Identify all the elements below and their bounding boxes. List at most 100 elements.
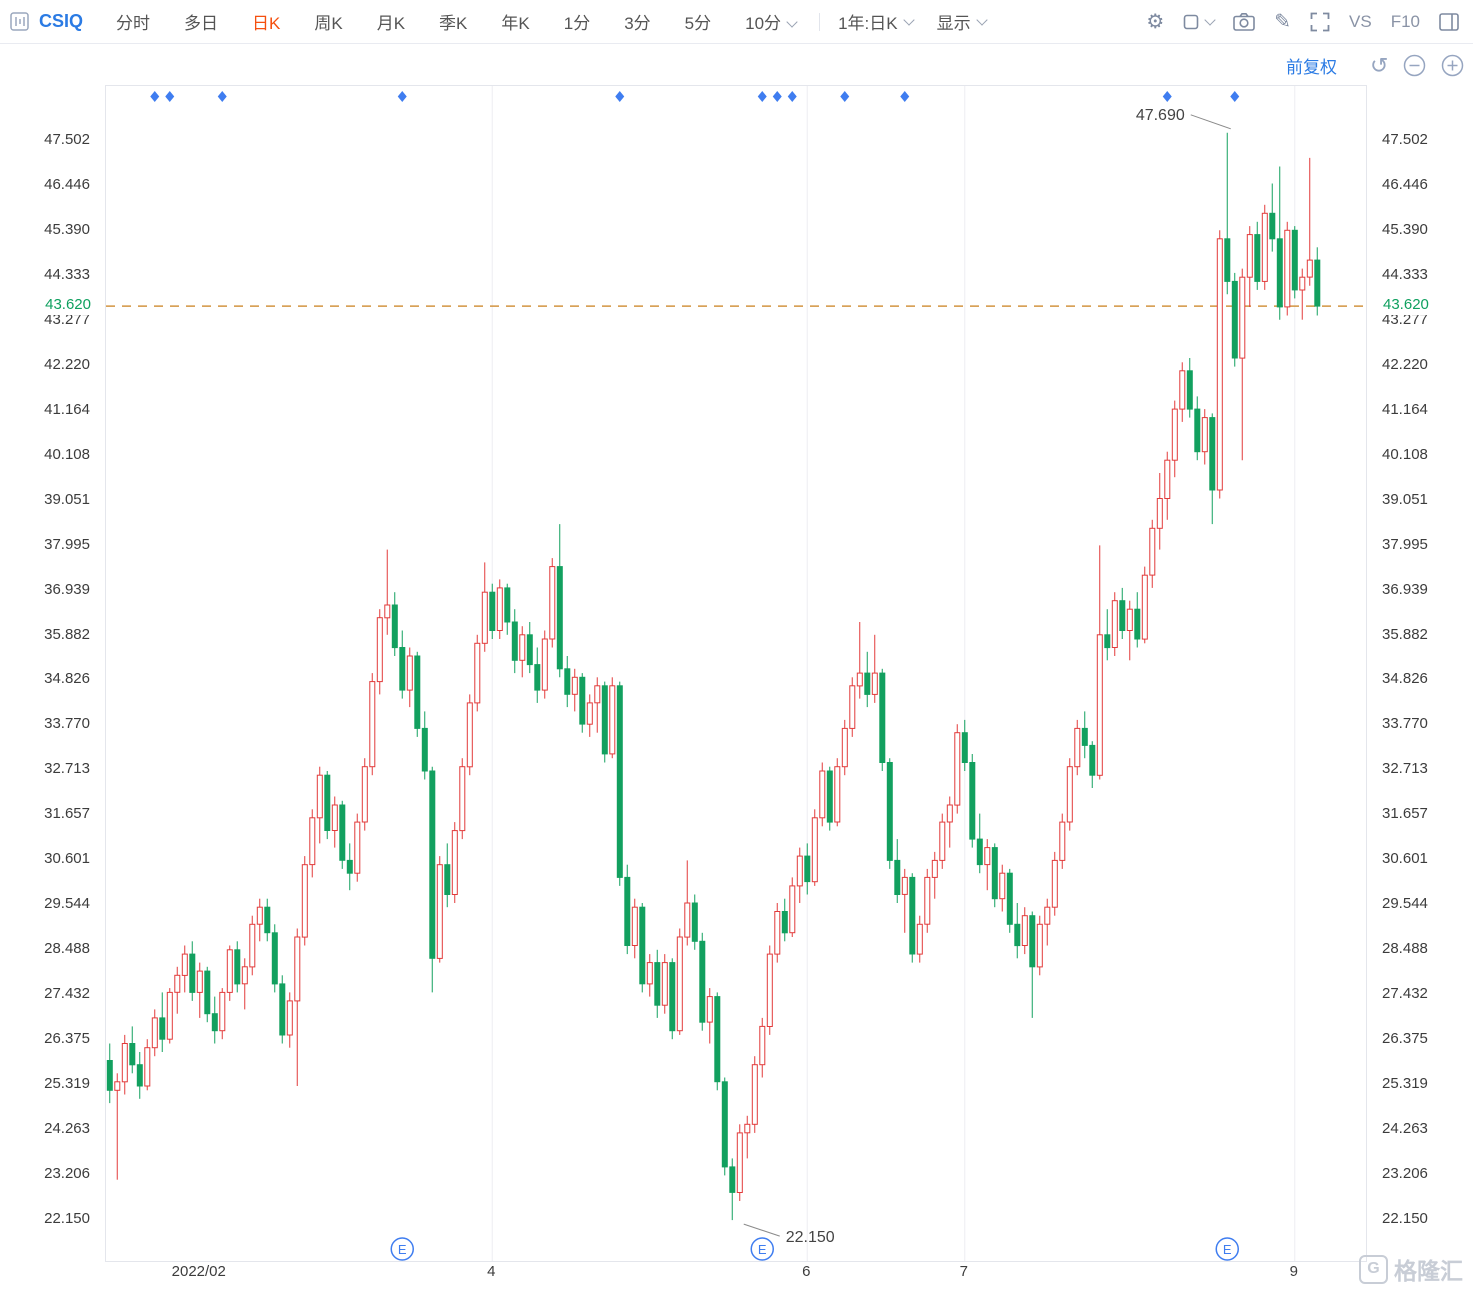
period-tab-5[interactable]: 季K bbox=[439, 14, 468, 33]
y-axis-tick: 34.826 bbox=[44, 670, 90, 688]
candle bbox=[1081, 727, 1088, 746]
candle bbox=[961, 732, 968, 764]
y-axis-tick: 36.939 bbox=[44, 580, 90, 598]
candle bbox=[114, 1081, 121, 1091]
candle bbox=[1164, 459, 1171, 500]
y-axis-tick: 25.319 bbox=[44, 1075, 90, 1093]
settings-gear-icon[interactable]: ⚙ bbox=[1146, 10, 1165, 33]
candle bbox=[211, 1013, 218, 1032]
y-axis-tick: 47.502 bbox=[44, 130, 90, 148]
x-axis-tick: 2022/02 bbox=[171, 1263, 226, 1280]
candle bbox=[1096, 634, 1103, 776]
period-tab-2[interactable]: 日K bbox=[252, 14, 281, 33]
candle bbox=[1276, 238, 1283, 308]
candle bbox=[751, 1064, 758, 1125]
low-annotation: 22.150 bbox=[743, 1223, 835, 1246]
y-axis-tick: 32.713 bbox=[1382, 760, 1428, 778]
fullscreen-icon[interactable] bbox=[1310, 12, 1330, 32]
candle bbox=[1224, 238, 1231, 282]
candle bbox=[691, 902, 698, 942]
candle bbox=[931, 859, 938, 878]
candle bbox=[736, 1132, 743, 1194]
candle bbox=[766, 953, 773, 1027]
candle bbox=[1291, 229, 1298, 291]
period-tab-4[interactable]: 月K bbox=[376, 14, 406, 33]
period-tab-8[interactable]: 3分 bbox=[624, 14, 651, 33]
gelonghui-logo-icon: G bbox=[1359, 1254, 1388, 1284]
candle bbox=[301, 864, 308, 938]
y-axis-tick: 33.770 bbox=[1382, 715, 1428, 733]
candle bbox=[1179, 370, 1186, 410]
candle bbox=[834, 766, 841, 823]
candle bbox=[429, 770, 436, 959]
candle bbox=[219, 991, 226, 1032]
candle bbox=[1104, 634, 1111, 649]
period-tab-6[interactable]: 年K bbox=[501, 14, 530, 33]
y-axis-tick: 44.333 bbox=[1382, 265, 1428, 283]
candlestick-chart[interactable]: E E E 47.690 22.150 bbox=[105, 85, 1367, 1262]
y-axis-tick: 26.375 bbox=[1382, 1030, 1428, 1048]
candle bbox=[1299, 276, 1306, 291]
draw-pencil-icon[interactable]: ✎ bbox=[1274, 10, 1292, 33]
x-axis-tick: 4 bbox=[487, 1263, 496, 1280]
candle bbox=[459, 766, 466, 832]
gridlines bbox=[491, 86, 1296, 1261]
candle bbox=[1254, 234, 1261, 282]
candle bbox=[699, 940, 706, 1023]
event-marker-diamonds[interactable] bbox=[150, 91, 1240, 102]
y-axis-tick: 40.108 bbox=[44, 445, 90, 463]
candle bbox=[1029, 915, 1036, 968]
candle bbox=[489, 591, 496, 632]
candle bbox=[316, 774, 323, 819]
candle bbox=[969, 762, 976, 840]
chevron-down-icon bbox=[786, 16, 798, 28]
range-selector[interactable]: 1年:日K bbox=[838, 9, 915, 34]
candle bbox=[819, 770, 826, 819]
candle bbox=[579, 676, 586, 725]
period-tab-0[interactable]: 分时 bbox=[116, 14, 151, 33]
candle bbox=[1261, 212, 1268, 282]
candle bbox=[1111, 600, 1118, 649]
candle bbox=[1306, 259, 1313, 278]
period-tab-3[interactable]: 周K bbox=[314, 14, 343, 33]
candle bbox=[481, 591, 488, 644]
candle bbox=[849, 685, 856, 729]
candle bbox=[1051, 859, 1058, 908]
candle bbox=[189, 953, 196, 993]
candle bbox=[264, 906, 271, 934]
zoom-out-icon[interactable] bbox=[1403, 54, 1426, 77]
candle bbox=[354, 821, 361, 874]
candle bbox=[729, 1166, 736, 1193]
candle bbox=[886, 762, 893, 861]
period-tab-7[interactable]: 1分 bbox=[563, 14, 591, 33]
candle bbox=[759, 1025, 766, 1066]
camera-icon[interactable] bbox=[1233, 12, 1256, 32]
adjust-mode-button[interactable]: 前复权 bbox=[1286, 58, 1337, 77]
period-tab-1[interactable]: 多日 bbox=[184, 14, 219, 33]
candle bbox=[1246, 234, 1253, 278]
f10-button[interactable]: F10 bbox=[1390, 11, 1420, 31]
candle bbox=[721, 1081, 728, 1168]
y-axis-tick: 36.939 bbox=[1382, 580, 1428, 598]
candle bbox=[466, 702, 473, 768]
vs-compare-button[interactable]: VS bbox=[1349, 11, 1372, 31]
undo-icon[interactable]: ↺ bbox=[1370, 52, 1389, 78]
candle bbox=[946, 804, 953, 823]
side-panel-icon[interactable] bbox=[1439, 12, 1459, 31]
y-axis-tick: 42.220 bbox=[44, 355, 90, 373]
candle bbox=[324, 774, 331, 832]
y-axis-tick: 46.446 bbox=[44, 175, 90, 193]
display-menu[interactable]: 显示 bbox=[937, 9, 988, 34]
candle bbox=[1149, 527, 1156, 576]
period-tab-9[interactable]: 5分 bbox=[684, 14, 712, 33]
period-tab-10[interactable]: 10分 bbox=[745, 9, 798, 34]
candle bbox=[549, 566, 556, 640]
chart-window-icon[interactable] bbox=[10, 12, 29, 31]
y-axis-tick: 33.770 bbox=[44, 715, 90, 733]
layout-selector[interactable] bbox=[1183, 14, 1216, 30]
svg-text:E: E bbox=[1223, 1242, 1232, 1257]
candle bbox=[286, 1000, 293, 1036]
candle bbox=[661, 962, 668, 1006]
zoom-in-icon[interactable] bbox=[1441, 54, 1464, 77]
